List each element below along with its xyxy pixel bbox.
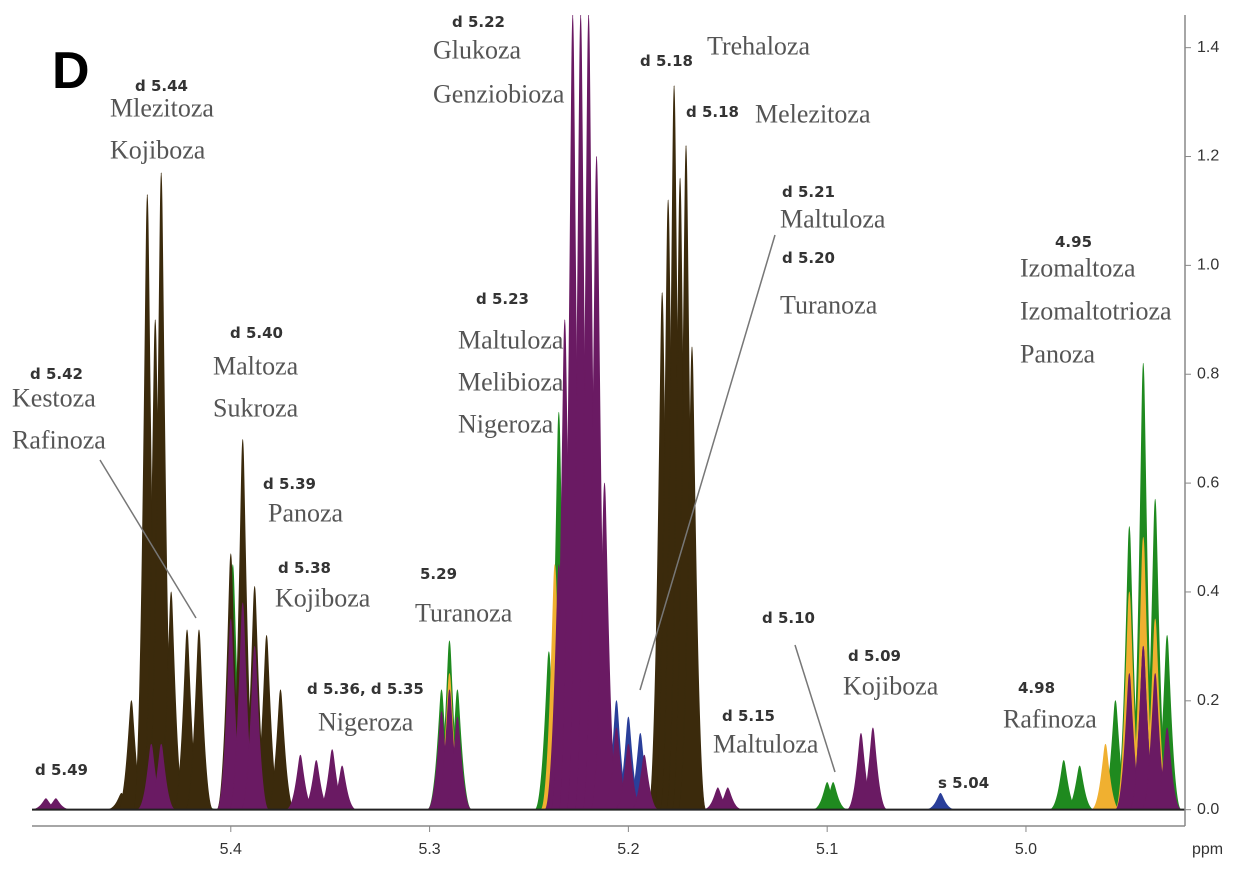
leader-line	[639, 234, 776, 691]
peak	[266, 689, 295, 811]
y-tick-label: 0.0	[1197, 801, 1219, 818]
compound-label: Kojiboza	[843, 671, 939, 700]
shift-label: d 5.44	[135, 77, 188, 95]
y-tick-label: 0.2	[1197, 692, 1219, 709]
compound-label: Maltoza	[213, 351, 299, 380]
shift-label: 5.29	[420, 565, 457, 583]
y-tick-label: 0.8	[1197, 365, 1219, 382]
peak	[1091, 743, 1120, 811]
peak	[818, 781, 848, 811]
compound-label: Melibioza	[458, 367, 564, 396]
peak	[713, 787, 742, 811]
peak	[1152, 727, 1182, 811]
compound-label: Maltuloza	[458, 325, 564, 354]
compound-label: Mlezitoza	[110, 93, 214, 122]
shift-label: d 5.22	[452, 13, 505, 31]
peak	[858, 727, 888, 811]
compound-label: Rafinoza	[1003, 704, 1097, 733]
peak	[240, 645, 270, 811]
peak	[630, 754, 659, 811]
shift-label: d 5.18	[640, 52, 693, 70]
shift-label: d 5.23	[476, 290, 529, 308]
leader-line	[99, 459, 197, 619]
compound-label: Kojiboza	[110, 135, 206, 164]
compound-label: Nigeroza	[318, 707, 414, 736]
spectrum	[32, 15, 1185, 811]
peak	[41, 798, 70, 811]
compound-label: Sukroza	[213, 393, 299, 422]
shift-label: d 5.21	[782, 183, 835, 201]
x-tick-label: 5.4	[220, 841, 242, 858]
peak	[926, 792, 955, 811]
compound-label: Kestoza	[12, 383, 96, 412]
x-tick-label: 5.2	[617, 841, 639, 858]
y-tick-label: 1.0	[1197, 257, 1219, 274]
x-tick-label: 5.0	[1015, 841, 1037, 858]
compound-label: Rafinoza	[12, 425, 106, 454]
shift-label: d 5.20	[782, 249, 835, 267]
compound-label: Melezitoza	[755, 99, 871, 128]
peak	[1065, 765, 1094, 811]
peak	[327, 765, 357, 811]
shift-label: d 5.42	[30, 365, 83, 383]
compound-label: Glukoza	[433, 35, 522, 64]
compound-label: Trehaloza	[707, 31, 810, 60]
compound-label: Nigeroza	[458, 409, 554, 438]
compound-label: Panoza	[1020, 339, 1096, 368]
panel-label: D	[52, 42, 90, 100]
shift-label: d 5.18	[686, 103, 739, 121]
compound-label: Turanoza	[780, 290, 878, 319]
y-tick-label: 1.2	[1197, 148, 1219, 165]
shift-label: d 5.40	[230, 324, 283, 342]
y-tick-label: 0.4	[1197, 583, 1219, 600]
compound-label: Izomaltoza	[1020, 253, 1136, 282]
shift-label: d 5.39	[263, 475, 316, 493]
x-tick-label: 5.3	[418, 841, 440, 858]
y-tick-label: 0.6	[1197, 474, 1219, 491]
shift-label: d 5.10	[762, 609, 815, 627]
compound-label: Genziobioza	[433, 79, 565, 108]
compound-label: Maltuloza	[713, 729, 819, 758]
shift-label: d 5.09	[848, 647, 901, 665]
peak	[590, 482, 619, 811]
y-tick-label: 1.4	[1197, 39, 1219, 56]
compound-label: Turanoza	[415, 598, 513, 627]
shift-label: 4.98	[1018, 679, 1055, 697]
peak	[184, 629, 214, 811]
x-tick-label: 5.1	[816, 841, 838, 858]
shift-label: d 5.15	[722, 707, 775, 725]
shift-label: d 5.38	[278, 559, 331, 577]
compound-label: Kojiboza	[275, 583, 371, 612]
shift-label: d 5.49	[35, 761, 88, 779]
shift-label: s 5.04	[938, 774, 989, 792]
compound-label: Maltuloza	[780, 204, 886, 233]
shift-label: d 5.36, d 5.35	[307, 680, 424, 698]
compound-label: Izomaltotrioza	[1020, 296, 1172, 325]
peak	[442, 716, 472, 811]
peak	[146, 743, 176, 811]
compound-label: Panoza	[268, 498, 344, 527]
peak	[677, 346, 707, 811]
shift-label: 4.95	[1055, 233, 1092, 251]
x-axis-label: ppm	[1192, 841, 1223, 858]
leader-line	[794, 644, 836, 773]
